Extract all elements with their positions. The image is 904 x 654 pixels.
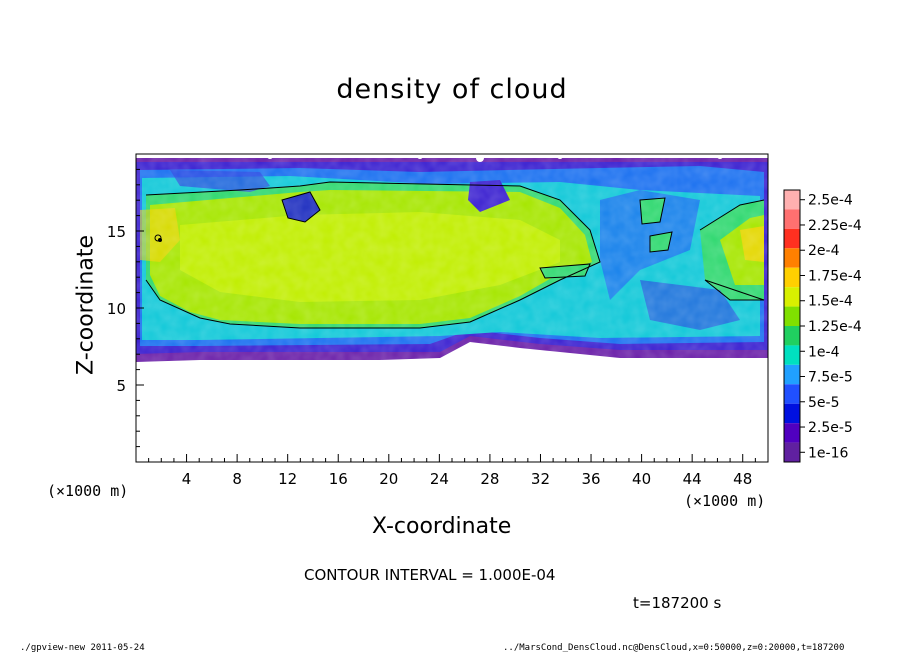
y-axis: 5 10 15	[107, 168, 144, 448]
footer-source-path: ../MarsCond_DensCloud.nc@DensCloud,x=0:5…	[503, 643, 845, 653]
colorbar-swatch	[784, 326, 800, 346]
y-tick-label: 10	[107, 300, 126, 318]
x-axis: 4 8 12 16 20 24 28 32 36 40 44 48	[148, 454, 756, 488]
x-tick-label: 40	[632, 470, 651, 488]
colorbar-label: 5e-5	[808, 395, 839, 411]
y-axis-label: Z-coordinate	[73, 235, 99, 375]
colorbar-swatch	[784, 442, 800, 462]
cloud-density-field	[136, 154, 768, 364]
colorbar-swatch	[784, 209, 800, 229]
colorbar-label: 1.25e-4	[808, 319, 862, 335]
x-tick-label: 32	[531, 470, 550, 488]
colorbar-swatch	[784, 190, 800, 210]
colorbar-label: 2.5e-5	[808, 420, 853, 436]
colorbar-label: 7.5e-5	[808, 370, 853, 386]
colorbar-swatch	[784, 267, 800, 288]
x-tick-label: 36	[581, 470, 600, 488]
colorbar-label: 1e-16	[808, 445, 848, 461]
colorbar-label: 1.75e-4	[808, 268, 862, 284]
colorbar-swatch	[784, 384, 800, 404]
chart-title: density of cloud	[336, 74, 568, 105]
colorbar-swatch	[784, 403, 800, 424]
x-tick-label: 28	[480, 470, 499, 488]
x-tick-label: 12	[278, 470, 297, 488]
x-tick-label: 48	[733, 470, 752, 488]
colorbar-swatch	[784, 287, 800, 307]
colorbar-swatch	[784, 228, 800, 249]
time-label: t=187200 s	[633, 594, 722, 612]
x-tick-label: 8	[232, 470, 242, 488]
y-tick-label: 5	[116, 377, 126, 395]
colorbar-swatch	[784, 364, 800, 385]
y-axis-unit: (×1000 m)	[47, 482, 129, 500]
y-tick-label: 15	[107, 223, 126, 241]
colorbar: 2.5e-4 2.25e-4 2e-4 1.75e-4 1.5e-4 1.25e-4 1e-…	[783, 189, 862, 463]
colorbar-label: 1e-4	[808, 344, 840, 360]
x-tick-label: 16	[329, 470, 348, 488]
x-axis-label: X-coordinate	[372, 514, 512, 539]
footer-program-date: ./gpview-new 2011-05-24	[20, 643, 145, 653]
colorbar-label: 2.25e-4	[808, 218, 862, 234]
x-axis-unit: (×1000 m)	[684, 492, 766, 510]
x-tick-label: 44	[683, 470, 702, 488]
x-tick-label: 20	[379, 470, 398, 488]
colorbar-swatch	[784, 248, 800, 268]
x-tick-label: 24	[430, 470, 449, 488]
x-tick-label: 4	[182, 470, 192, 488]
colorbar-label: 2e-4	[808, 243, 840, 259]
colorbar-swatch	[784, 345, 800, 365]
colorbar-swatch	[784, 423, 800, 443]
contour-interval-label: CONTOUR INTERVAL = 1.000E-04	[304, 566, 556, 584]
colorbar-swatch	[784, 306, 800, 326]
colorbar-label: 1.5e-4	[808, 294, 853, 310]
colorbar-label: 2.5e-4	[808, 193, 853, 209]
